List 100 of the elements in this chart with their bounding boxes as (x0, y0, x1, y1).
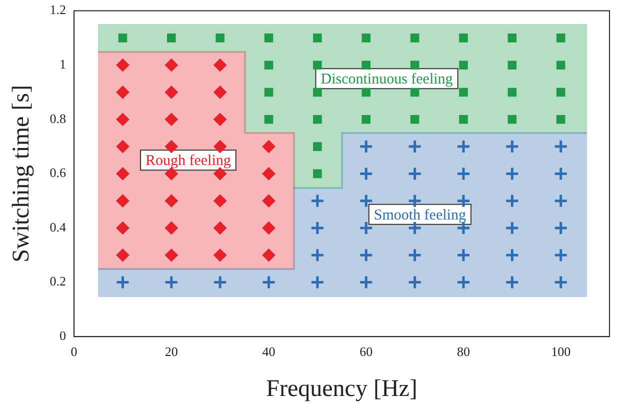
point (358, 248, 374, 262)
point (410, 34, 420, 42)
point (214, 194, 227, 208)
point (310, 194, 325, 208)
point (459, 88, 468, 97)
point (313, 142, 322, 151)
x-tick-label: 100 (551, 344, 571, 359)
x-tick-label: 60 (360, 344, 373, 359)
point (214, 58, 227, 72)
point (262, 222, 276, 234)
point (554, 194, 568, 208)
point (554, 139, 568, 154)
point (362, 115, 371, 124)
point (313, 169, 322, 178)
point (262, 140, 276, 154)
point (264, 60, 274, 70)
point (310, 275, 325, 290)
point (264, 115, 274, 124)
point (310, 220, 325, 236)
point (556, 115, 566, 124)
point (262, 248, 276, 262)
point (408, 248, 422, 262)
point (313, 34, 322, 42)
point (456, 248, 471, 262)
point (164, 86, 178, 99)
annotation: Smooth feeling (374, 207, 466, 224)
point (459, 34, 468, 42)
point (116, 248, 130, 262)
point (214, 222, 227, 234)
point (408, 139, 422, 154)
point (456, 139, 471, 154)
point (554, 275, 568, 290)
x-tick-label: 20 (164, 344, 178, 359)
point (262, 194, 276, 208)
point (116, 112, 130, 126)
point (358, 275, 374, 290)
point (164, 248, 178, 262)
point (313, 60, 322, 70)
x-tick-label: 80 (456, 344, 470, 359)
point (214, 140, 227, 154)
point (504, 248, 520, 262)
point (214, 112, 227, 126)
point (362, 88, 371, 97)
point (262, 275, 276, 290)
point (362, 60, 371, 70)
point (214, 86, 227, 99)
y-axis-title: Switching time [s] (8, 85, 35, 262)
x-tick-label: 40 (262, 344, 276, 359)
point (164, 194, 178, 208)
point (116, 58, 130, 72)
point (116, 194, 130, 208)
point (410, 115, 420, 124)
point (456, 194, 471, 208)
point (408, 166, 422, 181)
annotation: Rough feeling (145, 153, 232, 170)
y-tick-label: 0.8 (50, 110, 66, 126)
y-tick-label: 0.4 (50, 219, 67, 234)
y-tick-label: 0.2 (50, 274, 66, 289)
point (508, 60, 517, 70)
point (410, 88, 420, 97)
x-axis-title: Frequency [Hz] (266, 376, 418, 402)
point (358, 220, 374, 236)
point (164, 222, 178, 234)
point (408, 194, 422, 208)
point (164, 140, 178, 154)
y-tick-label: 1 (60, 56, 66, 72)
point (313, 88, 322, 97)
point (504, 275, 520, 290)
point (167, 34, 176, 42)
point (362, 34, 371, 42)
point (118, 34, 128, 42)
point (115, 275, 130, 290)
point (164, 58, 178, 72)
point (116, 167, 130, 180)
y-tick-label: 1.2 (50, 2, 66, 18)
y-tick-label: 0 (60, 328, 66, 344)
point (116, 140, 130, 154)
point (264, 34, 274, 42)
point (212, 275, 228, 290)
point (164, 112, 178, 126)
point (116, 222, 130, 234)
point (164, 275, 179, 290)
point (556, 88, 566, 97)
point (554, 166, 568, 181)
point (504, 139, 520, 154)
point (313, 115, 322, 124)
point (310, 248, 325, 262)
point (504, 166, 520, 181)
point (262, 167, 276, 180)
point (554, 220, 568, 236)
annotation: Discontinuous feeling (320, 72, 454, 88)
point (556, 60, 566, 70)
x-tick-label: 0 (70, 344, 78, 359)
point (504, 220, 520, 236)
point (459, 115, 468, 124)
point (358, 166, 374, 181)
point (556, 34, 566, 42)
point (508, 34, 517, 42)
point (264, 88, 274, 97)
point (410, 60, 420, 70)
